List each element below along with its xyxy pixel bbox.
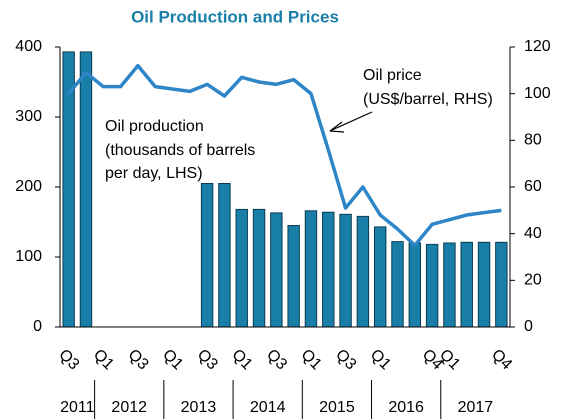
x-tick-label: Q3 [125,346,152,373]
bar [200,183,214,328]
annotation: Oil price [363,67,422,84]
bar [79,51,93,328]
y-tick-label: 0 [33,318,42,335]
y2-tick-label: 0 [524,318,533,335]
bar [235,208,248,328]
x-tick-label: Q1 [298,346,325,373]
chart-title: Oil Production and Prices [131,7,339,26]
y2-tick-label: 60 [524,178,542,195]
arrow [331,111,373,131]
x-group-label: 2015 [319,399,355,416]
bar [373,226,387,328]
bar [425,243,439,328]
bar [322,211,335,328]
annotation: (thousands of barrels [105,142,255,159]
price-line [67,63,502,248]
bar [287,225,300,328]
x-tick-label: Q1 [367,346,394,373]
y-tick-label: 400 [15,38,42,55]
bar [218,183,231,328]
bar [408,242,422,328]
x-group-label: 2017 [458,399,494,416]
x-group-label: 2011 [60,399,95,416]
annotation: (US$/barrel, RHS) [363,91,493,108]
y2-tick-label: 20 [524,272,542,289]
bar [304,210,318,328]
bar [495,241,508,328]
bar [356,215,370,328]
x-tick-label: Q3 [332,346,359,373]
bar [252,208,266,328]
x-tick-label: Q3 [55,346,82,373]
x-tick-label: Q1 [159,346,186,373]
bar [270,212,283,328]
x-tick-label: Q4 [488,346,515,373]
x-tick-label: Q1 [436,346,463,373]
bar [339,213,352,328]
arrowhead [329,121,345,133]
x-group-label: 2013 [181,399,217,416]
y-tick-label: 300 [15,108,42,125]
bar [460,241,473,328]
annotation: per day, LHS) [105,165,203,182]
x-tick-label: Q1 [90,346,117,373]
x-group-label: 2016 [388,399,424,416]
y2-tick-label: 80 [524,132,542,149]
x-group-label: 2012 [111,399,147,416]
x-tick-label: Q3 [194,346,221,373]
y2-tick-label: 120 [524,38,551,55]
x-group-label: 2014 [250,399,286,416]
x-tick-label: Q1 [228,346,255,373]
bar [391,241,404,328]
y2-tick-label: 40 [524,225,542,242]
y2-tick-label: 100 [524,85,551,102]
y-tick-label: 200 [15,178,42,195]
bar [477,241,491,328]
y-tick-label: 100 [15,248,42,265]
annotation: Oil production [105,118,204,135]
x-tick-label: Q3 [263,346,290,373]
bar [443,242,456,328]
